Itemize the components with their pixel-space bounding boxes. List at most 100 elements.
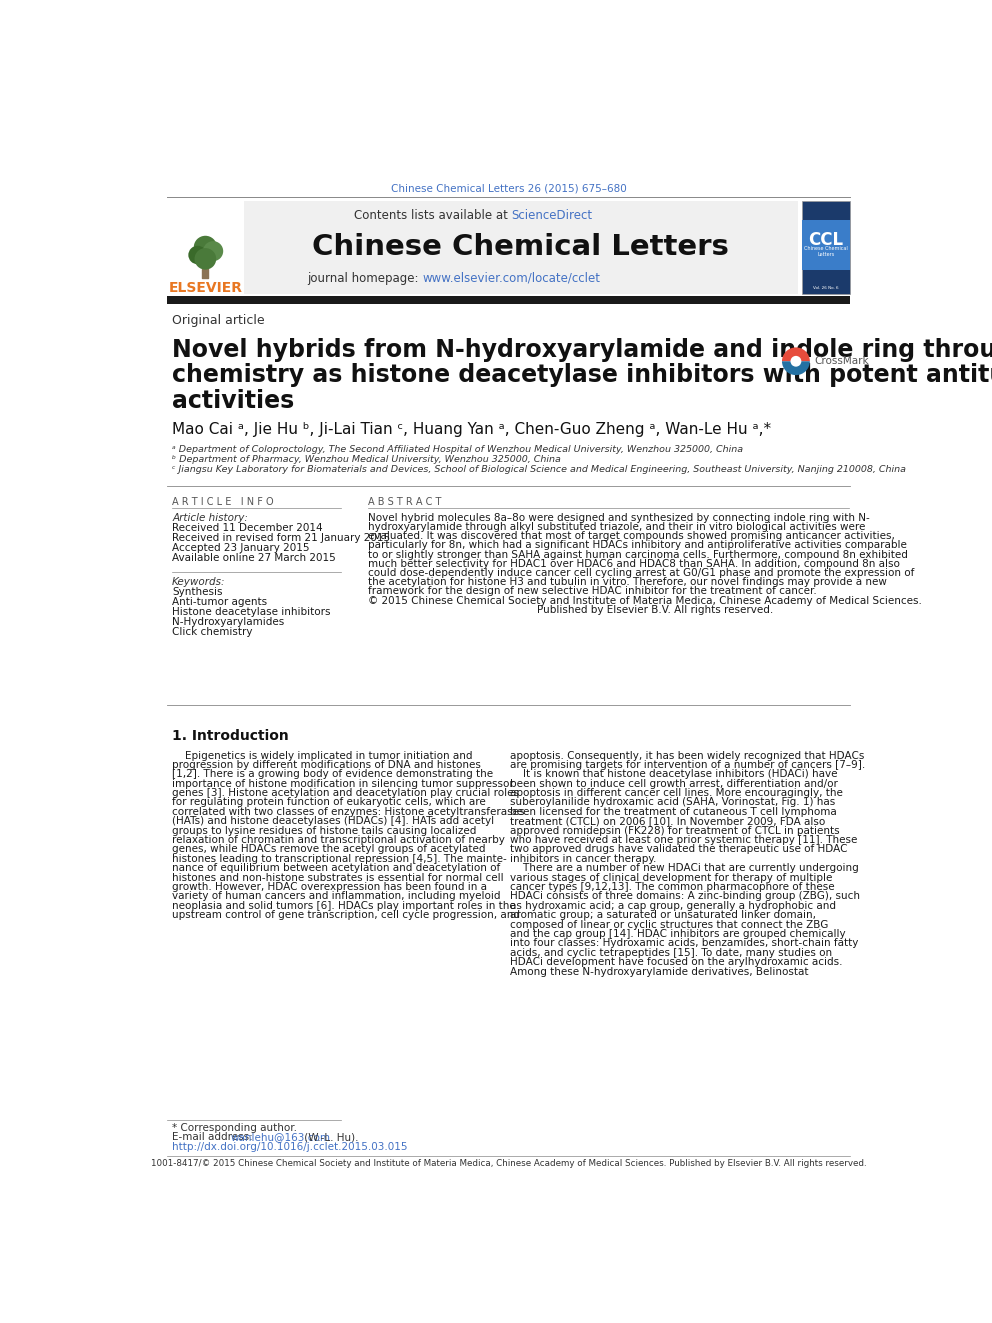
Text: ScienceDirect: ScienceDirect [512,209,592,222]
Text: http://dx.doi.org/10.1016/j.cclet.2015.03.015: http://dx.doi.org/10.1016/j.cclet.2015.0… [172,1142,408,1151]
Text: treatment (CTCL) on 2006 [10]. In November 2009, FDA also: treatment (CTCL) on 2006 [10]. In Novemb… [510,816,825,827]
Text: apoptosis. Consequently, it has been widely recognized that HDACs: apoptosis. Consequently, it has been wid… [510,750,864,761]
Text: framework for the design of new selective HDAC inhibitor for the treatment of ca: framework for the design of new selectiv… [368,586,816,597]
Text: upstream control of gene transcription, cell cycle progression, and: upstream control of gene transcription, … [172,910,520,921]
Text: Accepted 23 January 2015: Accepted 23 January 2015 [172,542,310,553]
Text: wanlehu@163.com: wanlehu@163.com [230,1132,330,1143]
Text: journal homepage:: journal homepage: [308,271,423,284]
Text: acids, and cyclic tetrapeptides [15]. To date, many studies on: acids, and cyclic tetrapeptides [15]. To… [510,947,832,958]
Text: relaxation of chromatin and transcriptional activation of nearby: relaxation of chromatin and transcriptio… [172,835,505,845]
Text: Anti-tumor agents: Anti-tumor agents [172,597,267,607]
Text: It is known that histone deacetylase inhibitors (HDACi) have: It is known that histone deacetylase inh… [510,769,837,779]
Text: N-Hydroxyarylamides: N-Hydroxyarylamides [172,618,285,627]
Text: hydroxyarylamide through alkyl substituted triazole, and their in vitro biologic: hydroxyarylamide through alkyl substitut… [368,521,865,532]
Text: A B S T R A C T: A B S T R A C T [368,497,441,507]
Text: approved romidepsin (FK228) for treatment of CTCL in patients: approved romidepsin (FK228) for treatmen… [510,826,839,836]
Text: 1. Introduction: 1. Introduction [172,729,289,744]
Text: CCL: CCL [808,230,844,249]
Text: Mao Cai ᵃ, Jie Hu ᵇ, Ji-Lai Tian ᶜ, Huang Yan ᵃ, Chen-Guo Zheng ᵃ, Wan-Le Hu ᵃ,*: Mao Cai ᵃ, Jie Hu ᵇ, Ji-Lai Tian ᶜ, Huan… [172,422,771,438]
Text: genes, while HDACs remove the acetyl groups of acetylated: genes, while HDACs remove the acetyl gro… [172,844,485,855]
Text: [1,2]. There is a growing body of evidence demonstrating the: [1,2]. There is a growing body of eviden… [172,769,493,779]
Text: Chinese Chemical
Letters: Chinese Chemical Letters [805,246,848,257]
Text: progression by different modifications of DNA and histones: progression by different modifications o… [172,759,481,770]
Text: Chinese Chemical Letters 26 (2015) 675–680: Chinese Chemical Letters 26 (2015) 675–6… [391,183,626,193]
Text: E-mail address:: E-mail address: [172,1132,256,1143]
Text: Click chemistry: Click chemistry [172,627,253,638]
Text: Novel hybrid molecules 8a–8o were designed and synthesized by connecting indole : Novel hybrid molecules 8a–8o were design… [368,512,870,523]
Text: ᵇ Department of Pharmacy, Wenzhou Medical University, Wenzhou 325000, China: ᵇ Department of Pharmacy, Wenzhou Medica… [172,455,560,464]
Wedge shape [782,361,809,376]
Text: aromatic group; a saturated or unsaturated linker domain,: aromatic group; a saturated or unsaturat… [510,910,816,921]
Text: HDACi development have focused on the arylhydroxamic acids.: HDACi development have focused on the ar… [510,957,842,967]
Text: various stages of clinical development for therapy of multiple: various stages of clinical development f… [510,873,832,882]
Circle shape [193,235,217,259]
Text: been licensed for the treatment of cutaneous T cell lymphoma: been licensed for the treatment of cutan… [510,807,836,816]
Text: apoptosis in different cancer cell lines. More encouragingly, the: apoptosis in different cancer cell lines… [510,789,843,798]
Text: Original article: Original article [172,314,265,327]
Text: A R T I C L E   I N F O: A R T I C L E I N F O [172,497,274,507]
Bar [167,296,850,303]
Bar [803,221,850,270]
Text: been shown to induce cell growth arrest, differentiation and/or: been shown to induce cell growth arrest,… [510,779,838,789]
Text: neoplasia and solid tumors [6]. HDACs play important roles in the: neoplasia and solid tumors [6]. HDACs pl… [172,901,516,910]
Text: could dose-dependently induce cancer cell cycling arrest at G0/G1 phase and prom: could dose-dependently induce cancer cel… [368,568,915,578]
Text: Synthesis: Synthesis [172,587,222,597]
Circle shape [188,246,207,265]
Text: Received in revised form 21 January 2015: Received in revised form 21 January 2015 [172,533,390,542]
Circle shape [194,249,216,270]
Text: suberoylanilide hydroxamic acid (SAHA, Vorinostat, Fig. 1) has: suberoylanilide hydroxamic acid (SAHA, V… [510,798,835,807]
Text: activities: activities [172,389,295,413]
Text: into four classes: Hydroxamic acids, benzamides, short-chain fatty: into four classes: Hydroxamic acids, ben… [510,938,858,949]
Text: inhibitors in cancer therapy.: inhibitors in cancer therapy. [510,853,657,864]
Text: CrossMark: CrossMark [814,356,869,366]
Text: evaluated. It was discovered that most of target compounds showed promising anti: evaluated. It was discovered that most o… [368,531,895,541]
Text: (HATs) and histone deacetylases (HDACs) [4]. HATs add acetyl: (HATs) and histone deacetylases (HDACs) … [172,816,494,827]
Text: Histone deacetylase inhibitors: Histone deacetylase inhibitors [172,607,330,618]
Text: correlated with two classes of enzymes: Histone acetyltransferases: correlated with two classes of enzymes: … [172,807,525,816]
Text: Contents lists available at: Contents lists available at [354,209,512,222]
Text: Keywords:: Keywords: [172,577,225,587]
Text: variety of human cancers and inflammation, including myeloid: variety of human cancers and inflammatio… [172,892,501,901]
Text: Chinese Chemical Letters: Chinese Chemical Letters [312,233,729,262]
Text: much better selectivity for HDAC1 over HDAC6 and HDAC8 than SAHA. In addition, c: much better selectivity for HDAC1 over H… [368,558,900,569]
Text: for regulating protein function of eukaryotic cells, which are: for regulating protein function of eukar… [172,798,486,807]
Text: are promising targets for intervention of a number of cancers [7–9].: are promising targets for intervention o… [510,759,865,770]
Text: Vol. 26 No. 6: Vol. 26 No. 6 [813,286,839,290]
Text: who have received at least one prior systemic therapy [11]. These: who have received at least one prior sys… [510,835,857,845]
Text: as hydroxamic acid; a cap group, generally a hydrophobic and: as hydroxamic acid; a cap group, general… [510,901,836,910]
Text: There are a number of new HDACi that are currently undergoing: There are a number of new HDACi that are… [510,863,859,873]
Circle shape [791,356,802,366]
Text: to or slightly stronger than SAHA against human carcinoma cells. Furthermore, co: to or slightly stronger than SAHA agains… [368,549,908,560]
Text: Novel hybrids from N-hydroxyarylamide and indole ring through click: Novel hybrids from N-hydroxyarylamide an… [172,337,992,361]
Text: chemistry as histone deacetylase inhibitors with potent antitumor: chemistry as histone deacetylase inhibit… [172,363,992,388]
Text: composed of linear or cyclic structures that connect the ZBG: composed of linear or cyclic structures … [510,919,828,930]
Circle shape [203,241,223,261]
Text: HDACi consists of three domains: A zinc-binding group (ZBG), such: HDACi consists of three domains: A zinc-… [510,892,860,901]
Text: histones and non-histone substrates is essential for normal cell: histones and non-histone substrates is e… [172,873,504,882]
Text: www.elsevier.com/locate/cclet: www.elsevier.com/locate/cclet [423,271,600,284]
Text: the acetylation for histone H3 and tubulin in vitro. Therefore, our novel findin: the acetylation for histone H3 and tubul… [368,577,887,587]
Text: importance of histone modification in silencing tumor suppressor: importance of histone modification in si… [172,779,514,789]
Text: particularly for 8n, which had a significant HDACs inhibitory and antiproliferat: particularly for 8n, which had a signifi… [368,540,907,550]
Text: Epigenetics is widely implicated in tumor initiation and: Epigenetics is widely implicated in tumo… [172,750,472,761]
Text: (W.-L. Hu).: (W.-L. Hu). [302,1132,359,1143]
Text: ᶜ Jiangsu Key Laboratory for Biomaterials and Devices, School of Biological Scie: ᶜ Jiangsu Key Laboratory for Biomaterial… [172,466,906,475]
Text: genes [3]. Histone acetylation and deacetylation play crucial roles: genes [3]. Histone acetylation and deace… [172,789,519,798]
Text: histones leading to transcriptional repression [4,5]. The mainte-: histones leading to transcriptional repr… [172,853,507,864]
Text: Received 11 December 2014: Received 11 December 2014 [172,523,322,533]
Wedge shape [782,348,809,361]
Text: Among these N-hydroxyarylamide derivatives, Belinostat: Among these N-hydroxyarylamide derivativ… [510,967,808,976]
Text: 1001-8417/© 2015 Chinese Chemical Society and Institute of Materia Medica, Chine: 1001-8417/© 2015 Chinese Chemical Societ… [151,1159,866,1168]
Text: ᵃ Department of Coloproctology, The Second Affiliated Hospital of Wenzhou Medica: ᵃ Department of Coloproctology, The Seco… [172,446,743,454]
Text: growth. However, HDAC overexpression has been found in a: growth. However, HDAC overexpression has… [172,882,487,892]
Bar [244,201,799,294]
Text: Published by Elsevier B.V. All rights reserved.: Published by Elsevier B.V. All rights re… [368,605,774,615]
Text: © 2015 Chinese Chemical Society and Institute of Materia Medica, Chinese Academy: © 2015 Chinese Chemical Society and Inst… [368,595,922,606]
Text: cancer types [9,12,13]. The common pharmacophore of these: cancer types [9,12,13]. The common pharm… [510,882,834,892]
Text: nance of equilibrium between acetylation and deacetylation of: nance of equilibrium between acetylation… [172,863,500,873]
Text: Article history:: Article history: [172,512,248,523]
Text: * Corresponding author.: * Corresponding author. [172,1123,297,1134]
Text: and the cap group [14]. HDAC inhibitors are grouped chemically: and the cap group [14]. HDAC inhibitors … [510,929,845,939]
Text: groups to lysine residues of histone tails causing localized: groups to lysine residues of histone tai… [172,826,476,836]
Bar [803,201,850,294]
